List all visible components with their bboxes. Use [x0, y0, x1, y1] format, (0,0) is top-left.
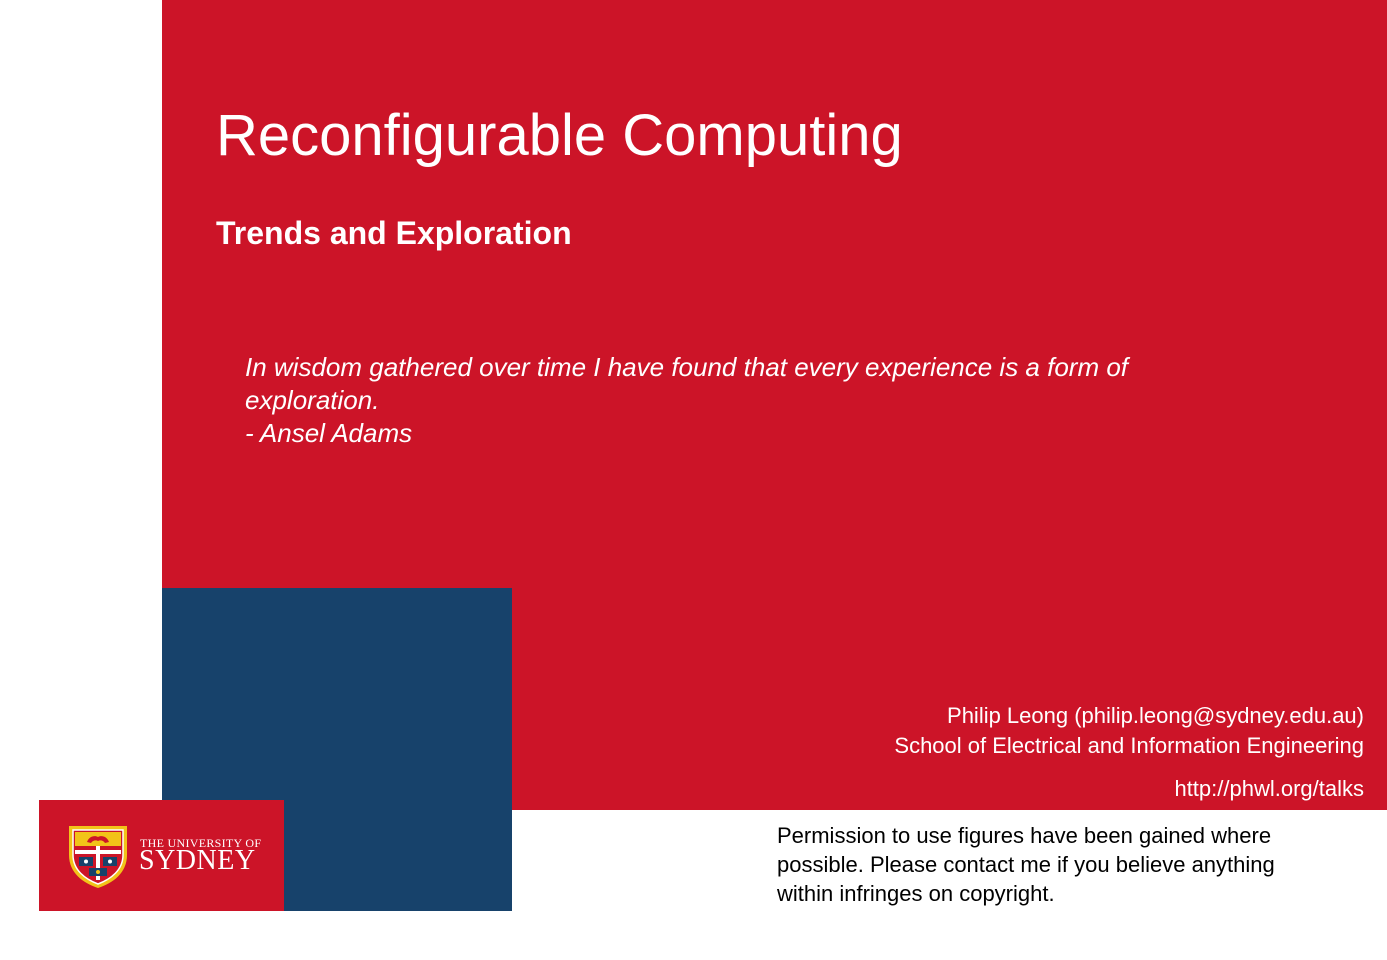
copyright-notice-line: possible. Please contact me if you belie…: [777, 852, 1275, 877]
logo-university-name: SYDNEY: [139, 845, 256, 876]
author-school: School of Electrical and Information Eng…: [894, 733, 1364, 758]
quote-line: exploration.: [245, 385, 380, 415]
copyright-notice-line: within infringes on copyright.: [777, 881, 1055, 906]
talks-link[interactable]: http://phwl.org/talks: [1174, 776, 1364, 801]
author-name-email: Philip Leong (philip.leong@sydney.edu.au…: [947, 703, 1364, 728]
university-crest-icon: [69, 826, 127, 888]
quote-attribution: - Ansel Adams: [245, 418, 413, 448]
quote-block: In wisdom gathered over time I have foun…: [245, 351, 1265, 450]
quote-line: In wisdom gathered over time I have foun…: [245, 352, 1129, 382]
slide-subtitle: Trends and Exploration: [216, 215, 572, 251]
copyright-notice-line: Permission to use figures have been gain…: [777, 823, 1272, 848]
logo-top-line: THE UNIVERSITY OF: [140, 836, 262, 850]
author-info: Philip Leong (philip.leong@sydney.edu.au…: [894, 701, 1364, 761]
slide-title: Reconfigurable Computing: [216, 103, 903, 168]
copyright-notice: Permission to use figures have been gain…: [777, 821, 1377, 908]
